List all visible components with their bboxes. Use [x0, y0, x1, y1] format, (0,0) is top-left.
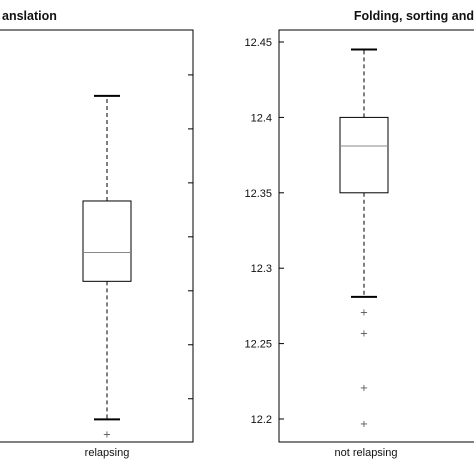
left-chart-title: anslation [2, 9, 57, 23]
right-y-tick-label-5: 12.45 [244, 37, 272, 49]
right-outlier-2: + [360, 383, 368, 394]
left-x-tick-label: relapsing [85, 447, 130, 459]
right-outlier-3: + [360, 419, 368, 430]
right-outlier-0: + [360, 307, 368, 318]
left-panel: anslation + relapsing [0, 9, 194, 459]
right-y-tick-label-0: 12.2 [251, 414, 272, 426]
left-y-ticks [188, 74, 193, 400]
left-outlier-0: + [103, 429, 111, 440]
right-outlier-1: + [360, 329, 368, 340]
right-y-axis: 12.2 12.25 12.3 12.35 12.4 12.45 [244, 37, 284, 426]
right-chart-title: Folding, sorting and [354, 9, 474, 23]
right-y-tick-label-1: 12.25 [244, 339, 272, 351]
right-boxplot: + + + + [339, 48, 389, 430]
right-x-tick-label: not relapsing [335, 447, 398, 459]
right-y-tick-label-4: 12.4 [251, 112, 272, 124]
right-panel: Folding, sorting and 12.212.2512.312.351… [244, 9, 474, 459]
right-box [339, 116, 389, 194]
right-axes-frame [278, 29, 474, 443]
right-y-tick-label-3: 12.35 [244, 188, 272, 200]
right-y-tick-label-2: 12.3 [251, 263, 272, 275]
left-axes-frame [0, 29, 194, 443]
left-box [82, 200, 132, 282]
left-boxplot: + [82, 94, 132, 440]
